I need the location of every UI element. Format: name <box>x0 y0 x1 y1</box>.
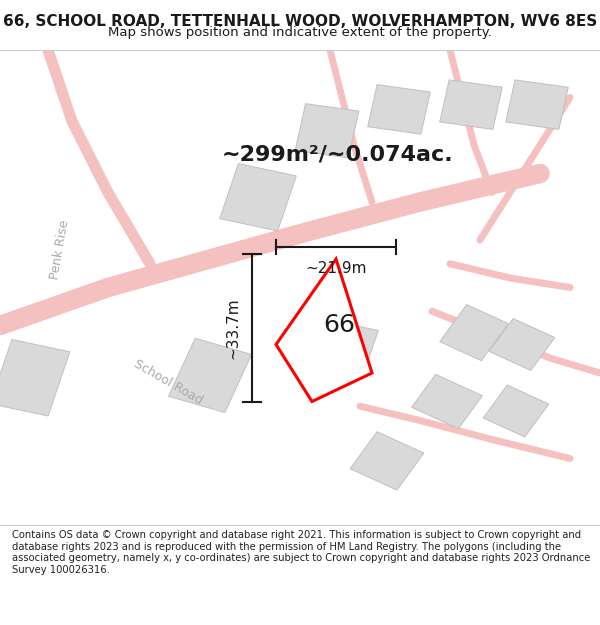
Polygon shape <box>295 104 359 158</box>
Polygon shape <box>350 432 424 490</box>
Text: ~299m²/~0.074ac.: ~299m²/~0.074ac. <box>222 144 454 164</box>
Text: 66: 66 <box>323 314 355 338</box>
Text: Map shows position and indicative extent of the property.: Map shows position and indicative extent… <box>108 26 492 39</box>
Polygon shape <box>276 259 372 401</box>
Polygon shape <box>506 80 568 129</box>
Text: ~33.7m: ~33.7m <box>225 297 240 359</box>
Text: ~21.9m: ~21.9m <box>305 261 367 276</box>
Polygon shape <box>220 164 296 231</box>
Polygon shape <box>412 374 482 429</box>
Polygon shape <box>0 339 70 416</box>
Text: Contains OS data © Crown copyright and database right 2021. This information is : Contains OS data © Crown copyright and d… <box>12 530 590 575</box>
Polygon shape <box>324 322 378 372</box>
Polygon shape <box>440 304 508 361</box>
Text: Penk Rise: Penk Rise <box>49 219 71 281</box>
Polygon shape <box>169 338 251 412</box>
Text: 66, SCHOOL ROAD, TETTENHALL WOOD, WOLVERHAMPTON, WV6 8ES: 66, SCHOOL ROAD, TETTENHALL WOOD, WOLVER… <box>3 14 597 29</box>
Polygon shape <box>440 80 502 129</box>
Polygon shape <box>483 385 549 437</box>
Polygon shape <box>489 319 555 371</box>
Polygon shape <box>368 84 430 134</box>
Text: School Road: School Road <box>131 357 205 408</box>
